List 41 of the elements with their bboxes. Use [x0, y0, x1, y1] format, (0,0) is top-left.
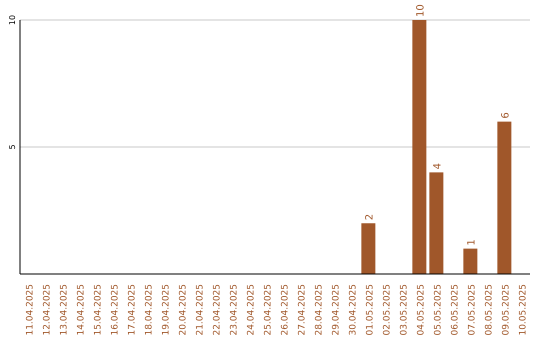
- x-tick-label: 09.05.2025: [502, 284, 512, 336]
- x-tick-label: 18.04.2025: [144, 284, 154, 336]
- x-tick-label: 27.04.2025: [298, 284, 308, 336]
- x-tick-label: 24.04.2025: [246, 284, 256, 336]
- x-tick-label: 05.05.2025: [434, 284, 444, 336]
- x-tick-label: 22.04.2025: [212, 284, 222, 336]
- x-tick-label: 19.04.2025: [162, 284, 172, 336]
- data-label: 6: [500, 112, 512, 119]
- data-label: 2: [364, 214, 376, 220]
- x-tick-label: 26.04.2025: [280, 284, 290, 336]
- x-tick-label: 14.04.2025: [76, 284, 86, 336]
- x-tick-label: 28.04.2025: [314, 284, 324, 336]
- x-tick-label: 11.04.2025: [26, 284, 36, 336]
- x-tick-label: 21.04.2025: [196, 284, 206, 336]
- x-tick-label: 10.05.2025: [518, 284, 528, 336]
- x-tick-label: 17.04.2025: [128, 284, 138, 336]
- x-tick-label: 01.05.2025: [366, 284, 376, 336]
- x-tick-label: 07.05.2025: [468, 284, 478, 336]
- x-tick-label: 08.05.2025: [484, 284, 494, 336]
- data-label: 4: [432, 163, 444, 170]
- bar: [361, 223, 376, 274]
- x-tick-label: 13.04.2025: [60, 284, 70, 336]
- x-tick-label: 06.05.2025: [450, 284, 460, 336]
- x-tick-label: 03.05.2025: [400, 284, 410, 336]
- data-label: 10: [415, 4, 426, 17]
- x-tick-label: 23.04.2025: [230, 284, 240, 336]
- y-tick-label: 5: [8, 144, 17, 150]
- bar: [497, 122, 512, 274]
- x-tick-label: 02.05.2025: [382, 284, 392, 336]
- bar: [463, 248, 478, 274]
- x-tick-label: 12.04.2025: [42, 284, 52, 336]
- x-tick-label: 04.05.2025: [416, 284, 426, 336]
- x-tick-label: 15.04.2025: [94, 284, 104, 336]
- x-tick-label: 29.04.2025: [332, 284, 342, 336]
- x-tick-label: 16.04.2025: [110, 284, 120, 336]
- x-tick-label: 20.04.2025: [178, 284, 188, 336]
- x-tick-label: 25.04.2025: [264, 284, 274, 336]
- data-label: 1: [466, 239, 478, 246]
- x-tick-label: 30.04.2025: [348, 284, 358, 336]
- bar: [429, 172, 444, 274]
- bar: [412, 20, 426, 274]
